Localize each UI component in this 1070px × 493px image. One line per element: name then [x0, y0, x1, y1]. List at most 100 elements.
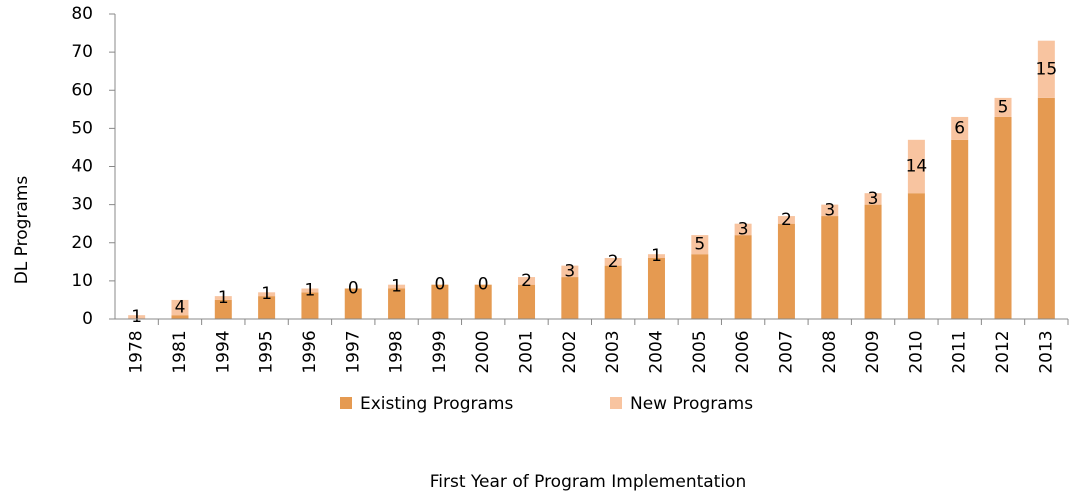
- data-label: 3: [564, 261, 575, 281]
- x-tick-label: 2008: [820, 330, 840, 373]
- y-tick-label: 10: [71, 271, 93, 291]
- x-tick-label: 2001: [517, 330, 537, 373]
- bar-segment: [518, 284, 536, 319]
- bar-segment: [1037, 97, 1055, 319]
- bar-segment: [864, 204, 882, 319]
- bar-segment: [1037, 40, 1055, 98]
- data-label: 2: [781, 210, 792, 230]
- bar-segment: [647, 258, 665, 319]
- x-tick-label: 2003: [603, 330, 623, 373]
- bar-segment: [344, 288, 362, 319]
- bar-segment: [647, 254, 665, 258]
- x-tick-label: 2013: [1036, 330, 1056, 373]
- bar-segment: [258, 296, 276, 319]
- bar-segment: [691, 235, 709, 255]
- data-label: 15: [1036, 59, 1058, 79]
- bar-segment: [431, 284, 449, 319]
- x-tick-label: 2004: [646, 330, 666, 373]
- data-label: 3: [868, 189, 879, 209]
- bar-segment: [171, 299, 189, 316]
- bar-segment: [907, 139, 925, 194]
- x-tick-label: 2009: [863, 330, 883, 373]
- data-label: 5: [998, 97, 1009, 117]
- bar-segment: [301, 288, 319, 293]
- data-label: 1: [261, 284, 272, 304]
- bar-segment: [777, 223, 795, 319]
- y-tick-label: 40: [71, 157, 93, 177]
- bar-segment: [604, 265, 622, 319]
- bar-segment: [951, 139, 969, 319]
- x-tick-label: 2000: [473, 330, 493, 373]
- legend-swatch: [610, 397, 622, 409]
- x-tick-label: 2011: [950, 330, 970, 373]
- y-tick-label: 50: [71, 118, 93, 138]
- x-tick-label: 1997: [343, 330, 363, 373]
- y-tick-label: 70: [71, 42, 93, 62]
- bar-segment: [821, 204, 839, 217]
- data-label: 1: [305, 280, 316, 300]
- bar-segment: [258, 292, 276, 297]
- x-tick-label: 1998: [387, 330, 407, 373]
- bar-segment: [388, 284, 406, 289]
- legend-label: New Programs: [630, 394, 753, 414]
- x-tick-label: 1994: [213, 330, 233, 373]
- x-tick-label: 2012: [993, 330, 1013, 373]
- y-tick-label: 0: [82, 309, 93, 329]
- data-label: 0: [478, 275, 489, 295]
- bar-segment: [951, 116, 969, 140]
- bar-segment: [301, 292, 319, 319]
- bar-segment: [777, 216, 795, 224]
- bar-segment: [518, 277, 536, 285]
- data-label: 3: [824, 200, 835, 220]
- bar-segment: [214, 299, 232, 319]
- bar-segment: [388, 288, 406, 319]
- bar-segment: [561, 265, 579, 278]
- data-label: 2: [521, 271, 532, 291]
- bar-segment: [734, 235, 752, 319]
- bar-segment: [994, 116, 1012, 319]
- x-tick-label: 2007: [776, 330, 796, 373]
- x-tick-label: 2005: [690, 330, 710, 373]
- x-tick-label: 2006: [733, 330, 753, 373]
- x-tick-label: 1995: [257, 330, 277, 373]
- x-tick-label: 1996: [300, 330, 320, 373]
- data-label: 0: [434, 275, 445, 295]
- bar-segment: [604, 258, 622, 266]
- bar-segment: [994, 97, 1012, 117]
- data-label: 1: [218, 288, 229, 308]
- data-label: 5: [694, 235, 705, 255]
- data-label: 1: [391, 277, 402, 297]
- x-axis-title: First Year of Program Implementation: [430, 472, 746, 492]
- bar-segment: [214, 296, 232, 300]
- x-tick-label: 2002: [560, 330, 580, 373]
- bar-segment: [128, 315, 146, 319]
- y-axis-title: DL Programs: [12, 176, 32, 285]
- data-label: 4: [175, 298, 186, 318]
- data-label: 14: [906, 157, 928, 177]
- data-label: 0: [348, 279, 359, 299]
- x-tick-label: 1999: [430, 330, 450, 373]
- bar-segment: [821, 216, 839, 319]
- bar-segment: [691, 254, 709, 319]
- bar-segment: [171, 315, 189, 319]
- data-label: 1: [131, 307, 142, 327]
- bar-segment: [907, 193, 925, 319]
- data-label: 1: [651, 246, 662, 266]
- y-tick-label: 30: [71, 195, 93, 215]
- bar-segment: [864, 193, 882, 205]
- y-tick-label: 20: [71, 233, 93, 253]
- y-tick-label: 80: [71, 4, 93, 24]
- bar-segment: [474, 284, 492, 319]
- bar-segment: [734, 223, 752, 236]
- data-label: 3: [738, 219, 749, 239]
- legend-swatch: [340, 397, 352, 409]
- x-tick-label: 1981: [170, 330, 190, 373]
- y-tick-label: 60: [71, 80, 93, 100]
- data-label: 6: [954, 118, 965, 138]
- x-tick-label: 1978: [127, 330, 147, 373]
- x-tick-label: 2010: [906, 330, 926, 373]
- bar-segment: [561, 277, 579, 319]
- data-label: 2: [608, 252, 619, 272]
- legend-label: Existing Programs: [360, 394, 513, 414]
